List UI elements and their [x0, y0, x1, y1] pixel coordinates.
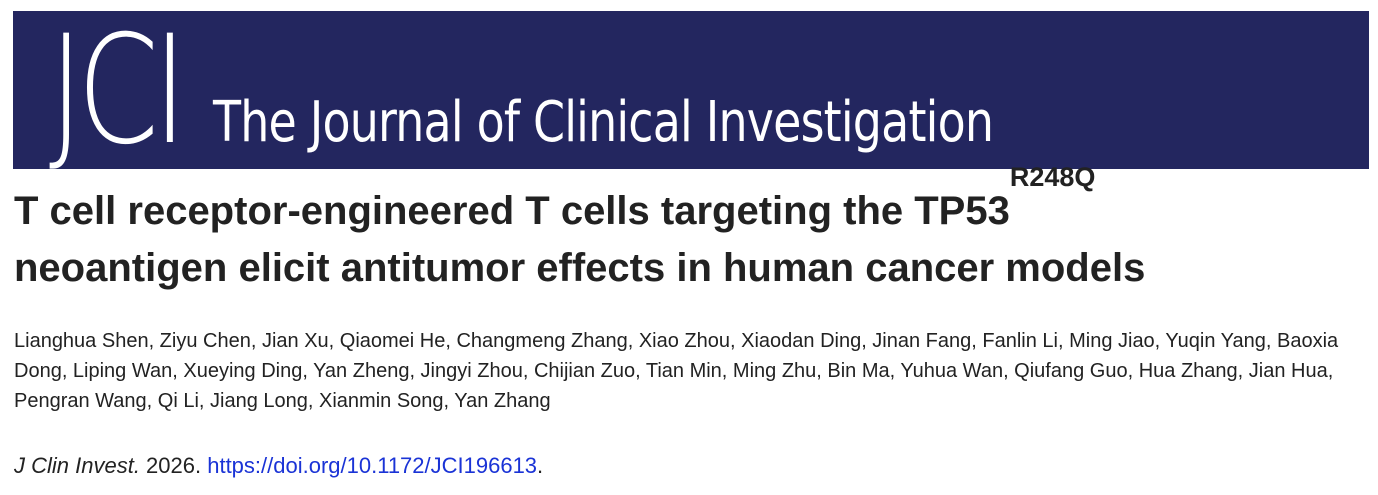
citation-trailing: .: [537, 453, 544, 478]
article-title: T cell receptor-engineered T cells targe…: [14, 164, 1364, 297]
article-title-line2: neoantigen elicit antitumor effects in h…: [14, 246, 1146, 290]
citation-year: 2026.: [139, 453, 208, 478]
article-title-main: T cell receptor-engineered T cells targe…: [14, 189, 1010, 233]
journal-name: The Journal of Clinical Investigation: [213, 90, 994, 155]
doi-link[interactable]: https://doi.org/10.1172/JCI196613: [207, 453, 538, 478]
author-list: Lianghua Shen, Ziyu Chen, Jian Xu, Qiaom…: [14, 330, 1339, 412]
journal-logo: JCI: [49, 11, 187, 169]
article-title-superscript: R248Q: [1009, 162, 1096, 192]
citation-journal: J Clin Invest.: [14, 453, 140, 478]
citation: J Clin Invest. 2026. https://doi.org/10.…: [14, 451, 543, 481]
journal-banner: JCI The Journal of Clinical Investigatio…: [13, 11, 1369, 169]
